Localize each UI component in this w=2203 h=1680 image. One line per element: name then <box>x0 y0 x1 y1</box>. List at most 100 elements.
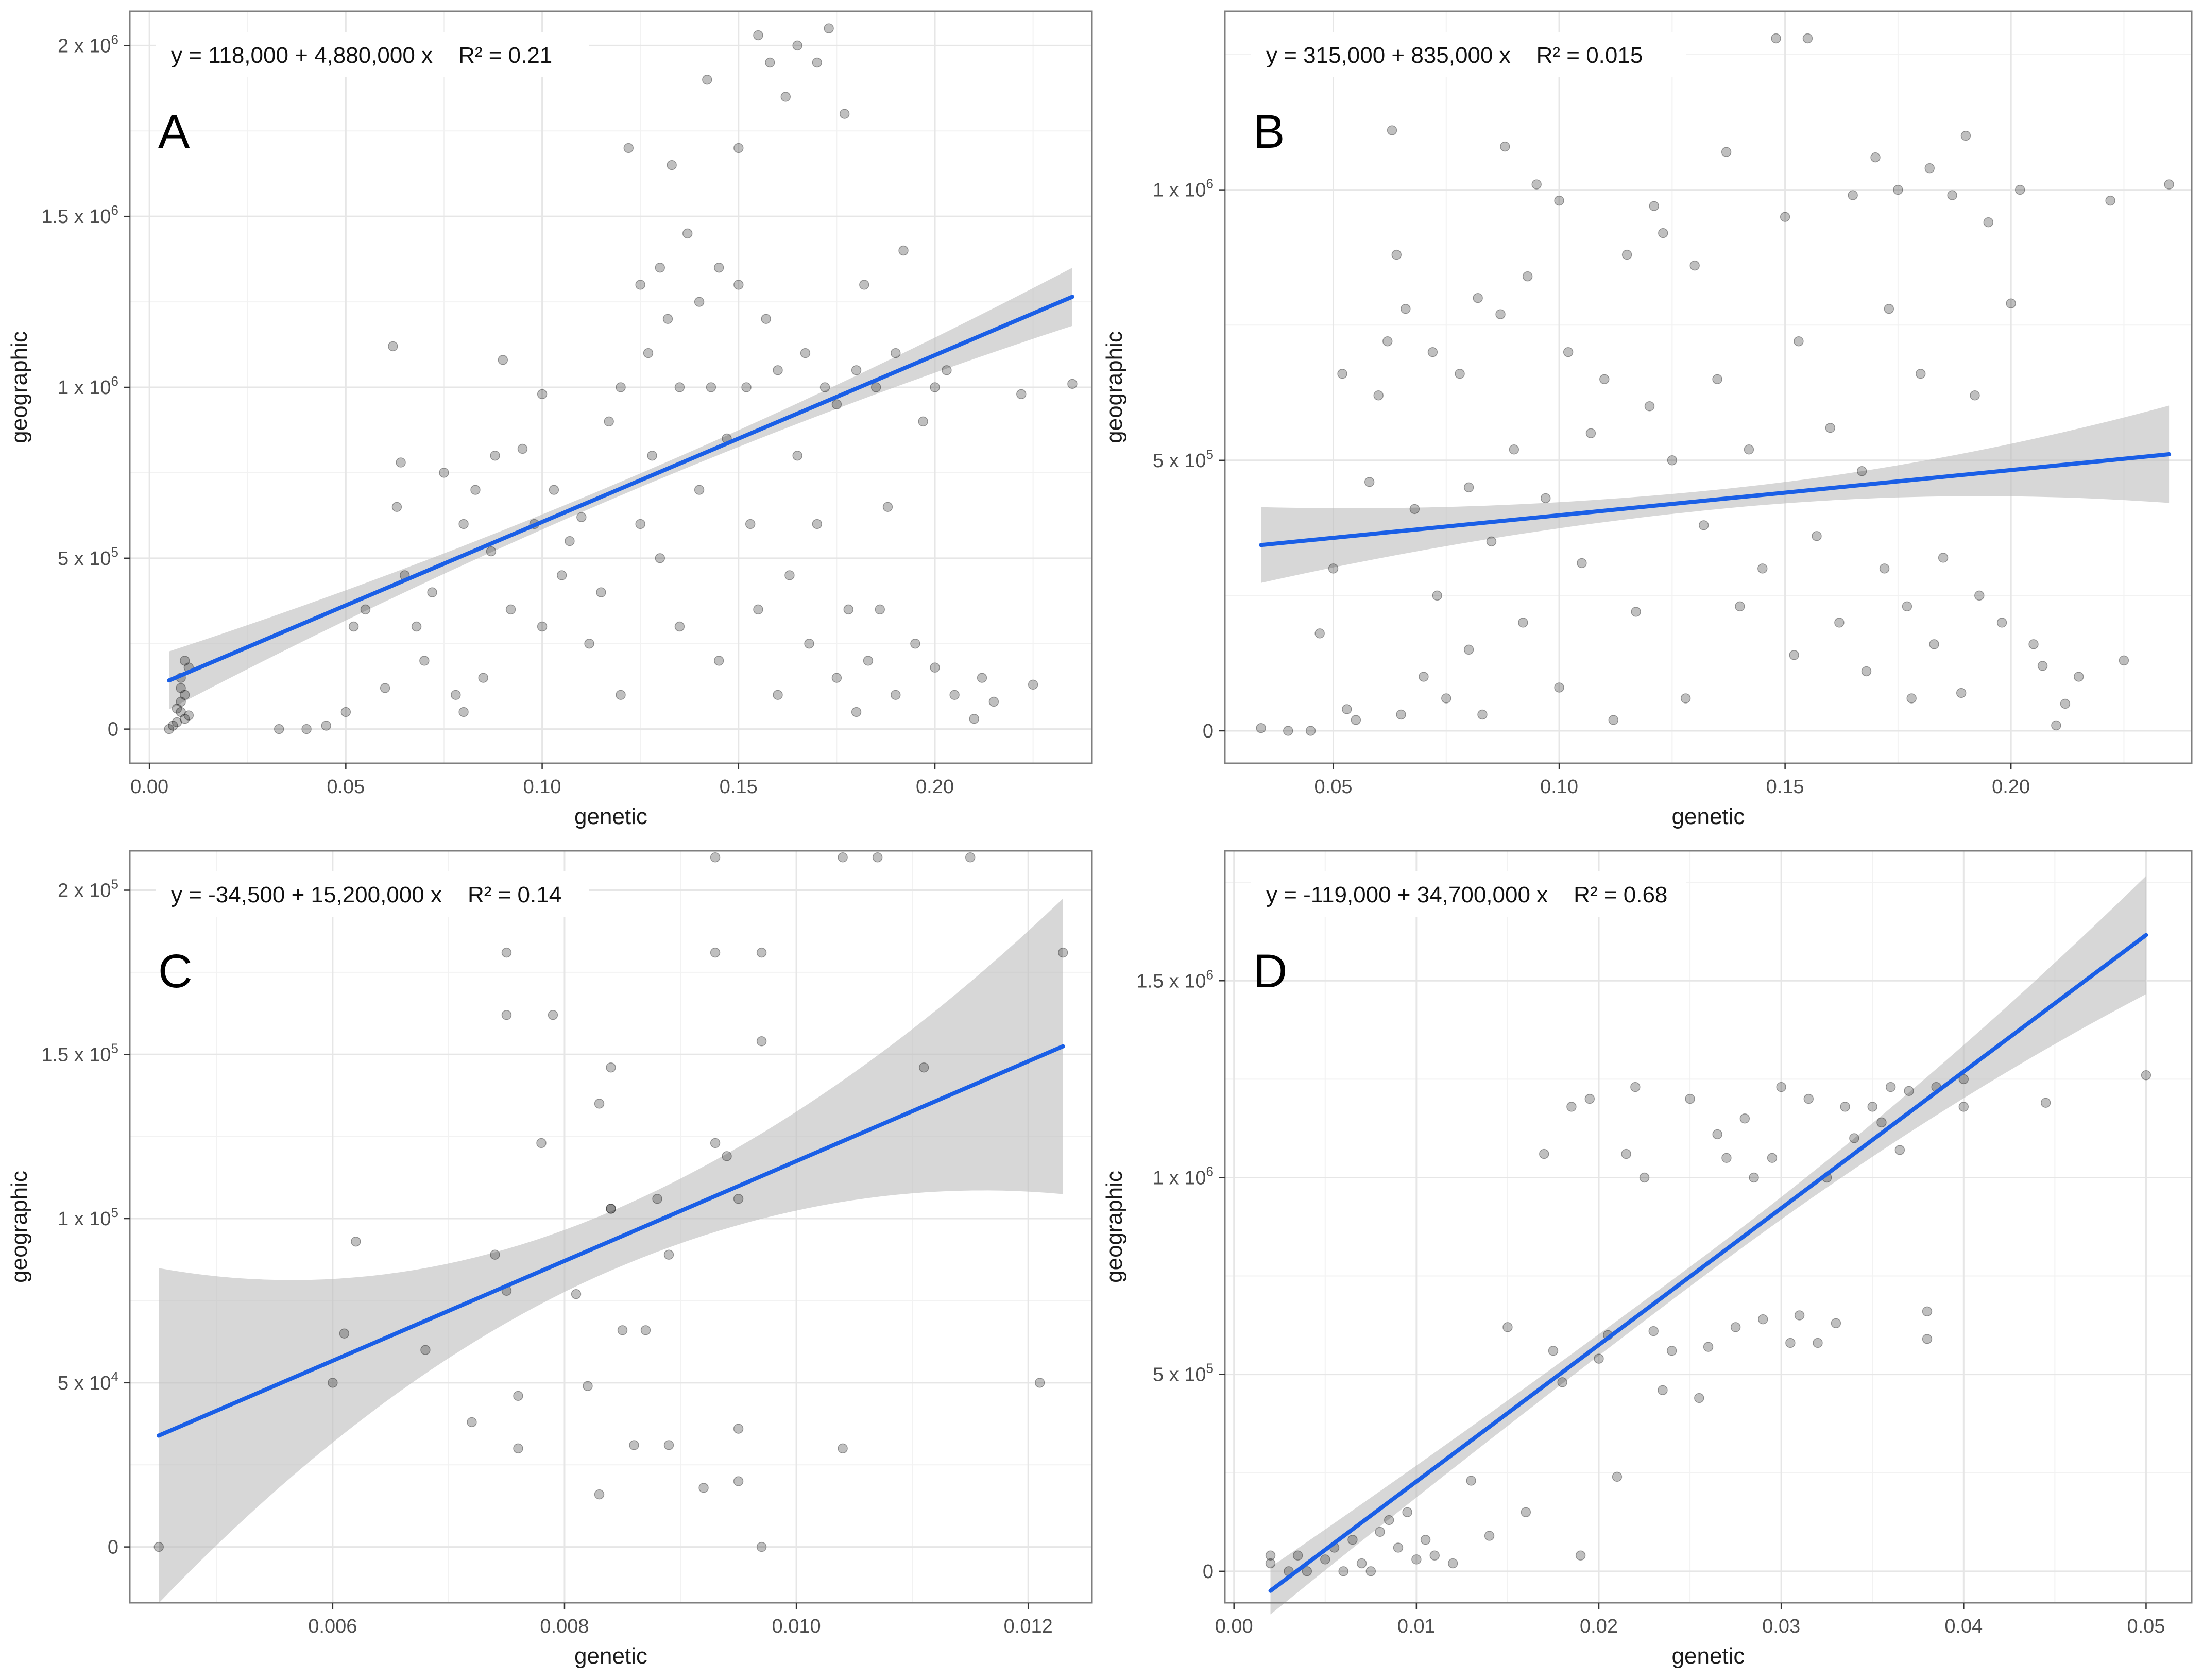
data-point <box>1685 1093 1695 1104</box>
data-point <box>663 1249 674 1260</box>
data-point <box>391 502 402 512</box>
data-point <box>882 502 893 512</box>
x-axis-title: genetic <box>574 1643 647 1669</box>
data-point <box>918 1062 929 1073</box>
data-point <box>1996 618 2007 628</box>
x-tick-label: 0.02 <box>1580 1616 1618 1637</box>
x-tick-label: 0.10 <box>523 776 561 798</box>
data-point <box>351 1236 361 1247</box>
y-tick-exponent: 5 <box>1206 447 1214 462</box>
data-point <box>301 724 312 734</box>
x-axis-title: genetic <box>574 804 647 829</box>
data-point <box>439 468 449 478</box>
data-point <box>176 683 186 693</box>
data-point <box>1342 704 1352 714</box>
data-point <box>819 382 830 392</box>
data-point <box>565 536 575 546</box>
data-point <box>1922 1306 1933 1317</box>
data-point <box>1265 1558 1276 1569</box>
data-point <box>1915 368 1926 379</box>
y-tick-base: 1.5 x 10 <box>41 206 111 228</box>
data-point <box>548 1010 558 1020</box>
data-point <box>713 656 724 666</box>
confidence-band <box>159 898 1063 1603</box>
data-point <box>1441 693 1451 704</box>
data-point <box>339 1328 350 1339</box>
data-point <box>1721 1153 1732 1163</box>
y-tick-label: 5 x 104 <box>58 1369 118 1394</box>
data-point <box>176 707 186 717</box>
data-point <box>1463 644 1474 655</box>
data-point <box>1402 1507 1412 1517</box>
data-point <box>470 485 481 495</box>
data-point <box>1712 1129 1722 1140</box>
data-point <box>420 1345 431 1355</box>
data-point <box>1834 618 1845 628</box>
data-point <box>1347 1534 1358 1545</box>
data-point <box>1429 1550 1440 1561</box>
data-point <box>1744 444 1754 455</box>
data-point <box>274 724 284 734</box>
data-point <box>458 707 469 717</box>
y-tick-exponent: 5 <box>1206 1361 1214 1376</box>
data-point <box>1938 553 1949 563</box>
data-point <box>1566 1102 1577 1112</box>
plot-background <box>1225 851 2192 1603</box>
y-tick-label: 0 <box>1203 1561 1214 1583</box>
data-point <box>1427 347 1438 357</box>
y-tick-label: 1.5 x 106 <box>1136 967 1214 992</box>
data-point <box>556 570 567 580</box>
y-tick-exponent: 5 <box>111 1040 118 1056</box>
data-point <box>1337 368 1347 379</box>
y-tick-base: 5 x 10 <box>58 548 111 570</box>
x-tick-label: 0.008 <box>540 1616 589 1637</box>
data-point <box>1539 1148 1549 1159</box>
data-point <box>698 1483 709 1493</box>
data-point <box>2014 184 2025 195</box>
data-point <box>1396 709 1406 720</box>
data-point <box>1960 130 1971 141</box>
data-point <box>839 109 850 119</box>
data-point <box>1577 558 1587 569</box>
y-tick-base: 1.5 x 10 <box>1136 970 1206 992</box>
data-point <box>419 656 430 666</box>
data-point <box>741 382 752 392</box>
data-point <box>1749 1172 1759 1183</box>
data-point <box>168 721 178 731</box>
data-point <box>942 365 952 375</box>
data-point <box>784 570 795 580</box>
data-point <box>838 852 848 863</box>
data-point <box>1767 1153 1778 1163</box>
y-tick-label: 5 x 105 <box>1153 1361 1214 1386</box>
data-point <box>427 587 437 597</box>
panel-letter: A <box>158 106 190 158</box>
y-tick-base: 1 x 10 <box>1153 1167 1206 1189</box>
data-point <box>1902 601 1912 612</box>
data-point <box>623 143 634 153</box>
data-point <box>1667 455 1678 466</box>
y-tick-exponent: 6 <box>111 202 118 218</box>
x-tick-label: 0.010 <box>772 1616 821 1637</box>
y-tick-label: 0 <box>108 1537 118 1558</box>
panel-letter: B <box>1253 106 1285 158</box>
data-point <box>863 656 874 666</box>
data-point <box>706 382 716 392</box>
data-point <box>2073 672 2084 682</box>
data-point <box>1509 444 1519 455</box>
data-point <box>780 92 791 102</box>
data-point <box>1283 726 1293 736</box>
data-point <box>1473 293 1483 303</box>
panel-letter: D <box>1253 945 1287 998</box>
data-point <box>918 416 928 427</box>
data-point <box>1292 1550 1303 1561</box>
data-point <box>1983 217 1994 228</box>
data-point <box>1694 1393 1704 1403</box>
data-point <box>1974 590 1985 601</box>
y-tick-exponent: 6 <box>111 31 118 47</box>
data-point <box>1885 1082 1896 1092</box>
data-point <box>2164 179 2174 190</box>
data-point <box>176 696 186 707</box>
data-point <box>616 382 626 392</box>
data-point <box>1305 726 1316 736</box>
regression-line <box>1268 933 2148 1593</box>
